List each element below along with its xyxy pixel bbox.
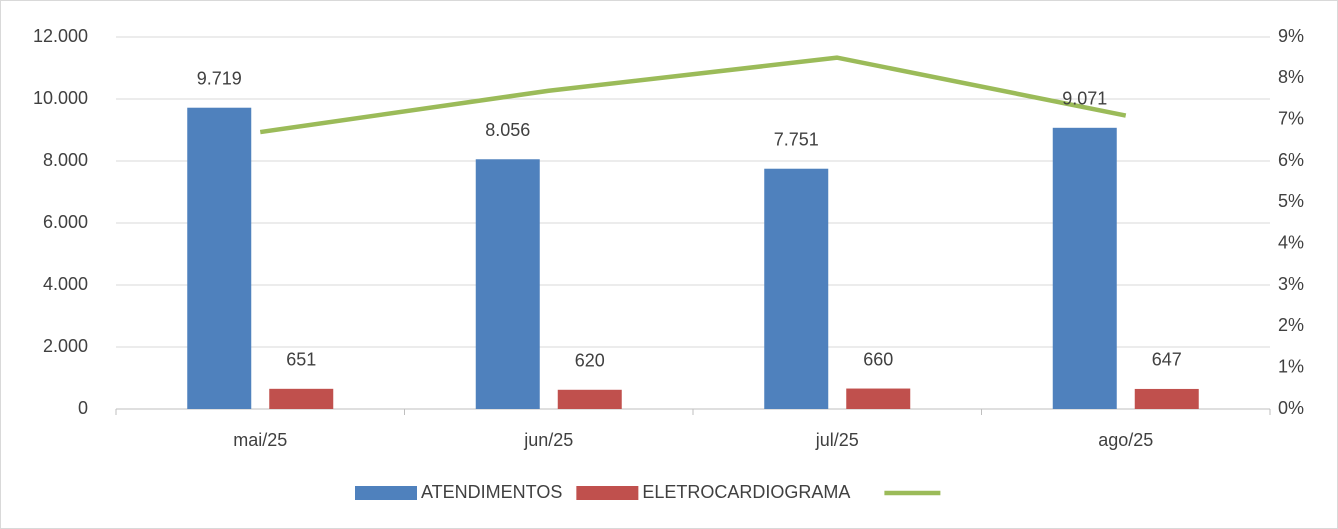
line-series <box>259 55 1127 135</box>
data-label: 9.071 <box>1062 89 1107 109</box>
legend-label: ELETROCARDIOGRAMA <box>642 482 850 502</box>
bar <box>846 388 911 409</box>
y-tick-label: 8.000 <box>43 150 88 170</box>
y-tick-label: 0 <box>78 398 88 418</box>
bar <box>187 107 252 409</box>
data-label: 651 <box>286 350 316 370</box>
data-label: 620 <box>575 351 605 371</box>
y2-tick-label: 3% <box>1278 274 1304 294</box>
data-label: 9.719 <box>197 68 242 88</box>
y2-tick-label: 5% <box>1278 191 1304 211</box>
y-tick-label: 6.000 <box>43 212 88 232</box>
y2-tick-label: 2% <box>1278 315 1304 335</box>
y2-tick-label: 1% <box>1278 356 1304 376</box>
x-tick-label: jul/25 <box>815 430 859 450</box>
bar <box>1052 127 1117 409</box>
data-label: 7.751 <box>774 129 819 149</box>
legend-swatch <box>576 486 639 500</box>
y-tick-label: 4.000 <box>43 274 88 294</box>
y2-tick-label: 0% <box>1278 398 1304 418</box>
bar <box>764 168 829 409</box>
data-label: 8.056 <box>485 120 530 140</box>
y2-tick-label: 4% <box>1278 232 1304 252</box>
y-tick-label: 10.000 <box>33 88 88 108</box>
legend-swatch <box>355 486 417 500</box>
y2-tick-label: 9% <box>1278 26 1304 46</box>
y2-tick-label: 7% <box>1278 108 1304 128</box>
y-tick-label: 2.000 <box>43 336 88 356</box>
bar <box>557 389 622 409</box>
x-tick-label: jun/25 <box>523 430 573 450</box>
bar <box>1134 388 1199 409</box>
y2-tick-label: 6% <box>1278 150 1304 170</box>
legend-label: ATENDIMENTOS <box>421 482 562 502</box>
x-tick-label: mai/25 <box>233 430 287 450</box>
data-label: 647 <box>1152 350 1182 370</box>
y2-tick-label: 8% <box>1278 67 1304 87</box>
y-tick-label: 12.000 <box>33 26 88 46</box>
x-tick-label: ago/25 <box>1098 430 1153 450</box>
bar <box>475 159 540 409</box>
data-label: 660 <box>863 349 893 369</box>
bar <box>269 388 334 409</box>
